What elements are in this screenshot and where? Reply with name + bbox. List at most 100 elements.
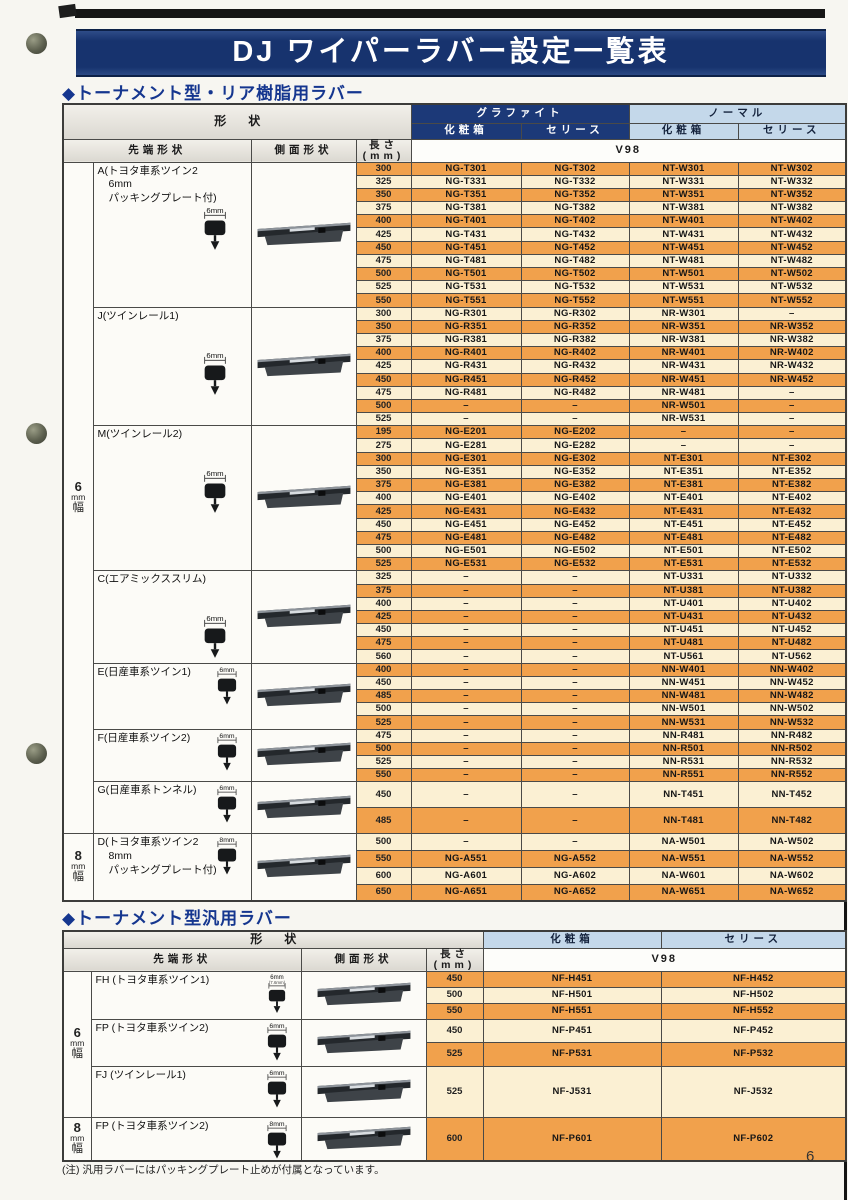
part-number-cell: – [410, 781, 522, 809]
table-row: 8 mm 幅 D(トヨタ車系ツイン2 8mm パッキングプレート付) 8mm 500– – N… [62, 833, 847, 902]
table-row: G(日産車系トンネル) 6mm 450– – NN-T451 NN-T452 [63, 781, 847, 835]
part-number-cell: NT-W351 [628, 187, 739, 203]
part-number-cell: NT-W302 [737, 161, 847, 176]
length-cell: 375 [355, 478, 412, 493]
tip-shape-icon: 8mm [217, 837, 236, 875]
svg-text:6mm: 6mm [270, 974, 284, 981]
part-number-cell: – [737, 412, 847, 427]
length-cell: 525 [355, 280, 412, 295]
length-cell: 350 [355, 187, 412, 203]
length-cell: 485 [355, 689, 412, 704]
length-cell: 450 [355, 240, 412, 255]
tip-shape-icon: 6mm [203, 614, 226, 659]
part-number-cell: NT-W502 [737, 267, 847, 282]
width-label-cell: 8 mm 幅 [62, 1116, 92, 1162]
table-row: 425 NG-T431 NG-T432 NT-W431 NT-W432 [63, 227, 847, 242]
part-number-cell: NG-R432 [520, 359, 630, 374]
tip-shape-label: D(トヨタ車系ツイン2 8mm パッキングプレート付) [97, 836, 217, 876]
part-number-cell: NG-T401 [410, 214, 522, 229]
part-number-cell: NT-U431 [628, 609, 739, 625]
length-cell: 500 [425, 986, 484, 1004]
length-cell: 550 [355, 850, 412, 868]
part-number-cell: NR-W402 [737, 346, 847, 361]
part-number-cell: NT-W352 [737, 187, 847, 203]
part-number-cell: NG-E481 [410, 530, 522, 545]
length-cell: 400 [355, 491, 412, 506]
svg-text:8mm: 8mm [219, 837, 234, 844]
svg-text:6mm: 6mm [206, 469, 223, 478]
side-shape-cell [300, 970, 427, 1020]
part-number-cell: NG-E282 [520, 438, 630, 453]
part-number-cell: – [410, 412, 522, 427]
length-cell: 500 [355, 833, 412, 852]
table-row: 525– – NN-W531 NN-W532 [63, 715, 847, 730]
width-group-label: 6 mm 幅 [70, 1024, 85, 1061]
part-number-cell: – [737, 385, 847, 400]
part-number-cell: NG-E351 [410, 464, 522, 480]
length-cell: 475 [355, 636, 412, 651]
part-number-cell: NT-W432 [737, 227, 847, 242]
part-number-cell: NT-E452 [737, 517, 847, 532]
side-profile-icon [317, 1126, 410, 1149]
tip-shape-icon: 6mm [203, 205, 226, 250]
part-number-cell: NG-T532 [520, 280, 630, 295]
side-shape-cell [300, 1116, 427, 1162]
part-number-cell: NG-T531 [410, 280, 522, 295]
tip-shape-label: FJ (ツインレール1) [95, 1068, 186, 1081]
length-cell: 450 [355, 781, 412, 809]
part-number-cell: NT-U481 [628, 636, 739, 651]
part-number-cell: NT-E501 [628, 543, 739, 559]
part-number-cell: – [737, 398, 847, 414]
part-number-cell: NG-R351 [410, 319, 522, 334]
part-number-cell: – [410, 728, 522, 743]
part-number-cell: NN-W451 [628, 675, 739, 691]
table-row: 425 NG-E431 NG-E432 NT-E431 NT-E432 [63, 504, 847, 519]
tip-shape-icon: 6mm [203, 469, 226, 514]
part-number-cell: NT-U451 [628, 623, 739, 638]
length-cell: 325 [355, 570, 412, 585]
part-number-cell: NT-E451 [628, 517, 739, 532]
length-cell: 650 [355, 883, 412, 902]
part-number-cell: NG-E202 [520, 425, 630, 440]
part-number-cell: NG-R302 [520, 306, 630, 321]
part-number-cell: – [520, 636, 630, 651]
part-number-cell: NN-R551 [628, 768, 739, 783]
table-row: 525– – NR-W531– [63, 412, 847, 427]
part-number-cell: – [410, 833, 522, 852]
tip-shape-icon: 6mm [217, 666, 236, 705]
part-number-cell: – [410, 741, 522, 756]
part-number-cell: NT-E481 [628, 530, 739, 545]
part-number-cell: – [410, 398, 522, 414]
punch-hole-icon [26, 743, 47, 764]
part-number-cell: NT-E381 [628, 478, 739, 493]
svg-text:6mm: 6mm [219, 785, 234, 792]
part-number-cell: – [410, 675, 522, 691]
tip-shape-label: FP (トヨタ車系ツイン2) [95, 1119, 209, 1132]
part-number-cell: NN-W401 [628, 662, 739, 677]
part-number-cell: – [520, 583, 630, 598]
part-number-cell: – [520, 609, 630, 625]
length-cell: 525 [355, 412, 412, 427]
table-row: 550 NG-T551 NG-T552 NT-W551 NT-W552 [63, 293, 847, 308]
length-cell: 425 [355, 504, 412, 519]
table-row: C(エアミックススリム) 6mm 325– – NT-U331 NT-U332 [63, 570, 847, 664]
table-row: 8 mm 幅 FP (トヨタ車系ツイン2) 8mm 600 NF-P601 NF-P602 [62, 1116, 847, 1162]
part-number-cell: NF-H452 [660, 970, 847, 988]
page-title: DJ ワイパーラバー設定一覧表 [76, 29, 826, 77]
part-number-cell: NA-W602 [737, 866, 847, 885]
svg-text:6mm: 6mm [269, 1069, 284, 1076]
part-number-cell: NG-T551 [410, 293, 522, 308]
side-profile-icon [257, 604, 350, 628]
table-row: 650 NG-A651 NG-A652 NA-W651 NA-W652 [63, 883, 847, 902]
part-number-cell: NF-J531 [482, 1065, 662, 1118]
side-profile-icon [257, 486, 350, 509]
part-number-cell: NN-R552 [737, 768, 847, 783]
header-normal-box: 化粧箱 [628, 122, 739, 140]
punch-hole-icon [26, 33, 47, 54]
length-cell: 475 [355, 728, 412, 743]
table-row: 550 NF-H551 NF-H552 [63, 1002, 847, 1020]
part-number-cell: – [410, 689, 522, 704]
side-shape-cell [250, 425, 357, 572]
part-number-cell: NG-R402 [520, 346, 630, 361]
side-profile-icon [317, 1079, 410, 1102]
